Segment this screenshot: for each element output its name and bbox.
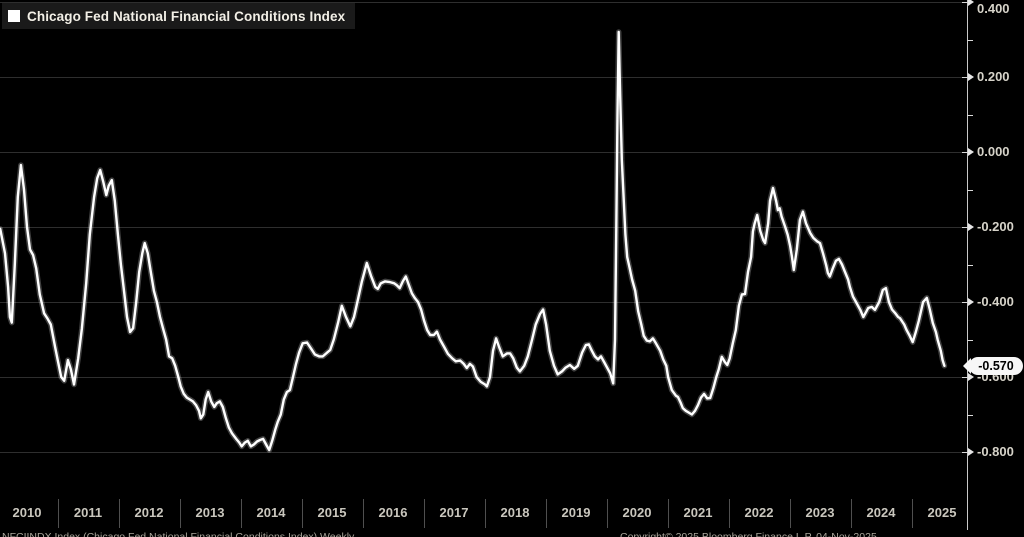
y-axis-minor-tick (967, 264, 973, 266)
x-axis-tick (850, 499, 852, 528)
x-axis-year-label: 2012 (134, 505, 164, 520)
x-axis-tick (118, 499, 120, 528)
y-axis-tick (962, 227, 968, 228)
y-axis-minor-tick (967, 414, 973, 416)
x-axis-tick (362, 499, 364, 528)
y-axis-minor-tick (967, 39, 973, 41)
y-axis-tick (962, 377, 968, 378)
nfci-line-chart[interactable] (0, 0, 968, 497)
x-axis-year-label: 2020 (622, 505, 652, 520)
x-axis-year-label: 2022 (744, 505, 774, 520)
x-axis-tick (667, 499, 669, 528)
x-axis-tick (606, 499, 608, 528)
footer-copyright: Copyright© 2025 Bloomberg Finance L.P. 0… (620, 531, 877, 537)
footer: NFCIINDX Index (Chicago Fed National Fin… (0, 529, 1024, 537)
x-axis-tick (240, 499, 242, 528)
y-axis-tick-arrow-icon (968, 448, 974, 456)
x-axis-year-label: 2018 (500, 505, 530, 520)
nfci-series-line (0, 30, 946, 452)
y-axis-minor-tick (967, 339, 973, 341)
x-axis-tick (423, 499, 425, 528)
y-axis-tick-arrow-icon (968, 373, 974, 381)
y-axis-tick (962, 302, 968, 303)
y-axis-tick-arrow-icon (968, 0, 974, 6)
x-axis-tick (911, 499, 913, 528)
y-axis-label: 0.400 (977, 1, 1010, 16)
y-axis-tick (962, 2, 968, 3)
y-axis-minor-tick (967, 114, 973, 116)
y-axis-tick (962, 452, 968, 453)
x-axis-year-label: 2015 (317, 505, 347, 520)
y-axis-tick-arrow-icon (968, 148, 974, 156)
last-value-label: -0.570 (978, 358, 1014, 373)
x-axis-tick (728, 499, 730, 528)
x-axis-tick (301, 499, 303, 528)
x-axis-tick (545, 499, 547, 528)
y-axis-label: -0.200 (977, 219, 1014, 234)
y-axis-tick-arrow-icon (968, 73, 974, 81)
chart-plot-area[interactable] (0, 0, 968, 497)
y-axis-tick-arrow-icon (968, 298, 974, 306)
x-axis-year-label: 2024 (866, 505, 896, 520)
x-axis: 2010 2011 2012 2013 2014 2015 2016 2017 2018 2019… (0, 497, 968, 530)
footer-security-info: NFCIINDX Index (Chicago Fed National Fin… (2, 531, 355, 537)
x-axis-year-label: 2017 (439, 505, 469, 520)
x-axis-year-label: 2021 (683, 505, 713, 520)
legend-label: Chicago Fed National Financial Condition… (27, 8, 346, 24)
value-tag-arrow-icon (963, 357, 971, 374)
x-axis-year-label: 2025 (927, 505, 957, 520)
x-axis-year-label: 2011 (73, 505, 103, 520)
x-axis-tick (789, 499, 791, 528)
x-axis-tick (484, 499, 486, 528)
legend[interactable]: Chicago Fed National Financial Condition… (2, 3, 356, 29)
nfci-series-line (0, 29, 948, 453)
y-axis-label: 0.000 (977, 144, 1010, 159)
y-axis-tick (962, 152, 968, 153)
x-axis-year-label: 2019 (561, 505, 591, 520)
x-axis-tick (179, 499, 181, 528)
x-axis-year-label: 2016 (378, 505, 408, 520)
y-axis-tick-arrow-icon (968, 223, 974, 231)
y-axis-label: -0.800 (977, 444, 1014, 459)
y-axis-tick (962, 77, 968, 78)
last-value-tag: -0.570 (963, 356, 1023, 375)
x-axis-year-label: 2010 (12, 505, 42, 520)
series-swatch-icon (8, 10, 20, 22)
x-axis-year-label: 2014 (256, 505, 286, 520)
y-axis-label: -0.400 (977, 294, 1014, 309)
y-axis-label: 0.200 (977, 69, 1010, 84)
x-axis-tick (57, 499, 59, 528)
x-axis-year-label: 2013 (195, 505, 225, 520)
y-axis-minor-tick (967, 189, 973, 191)
x-axis-year-label: 2023 (805, 505, 835, 520)
